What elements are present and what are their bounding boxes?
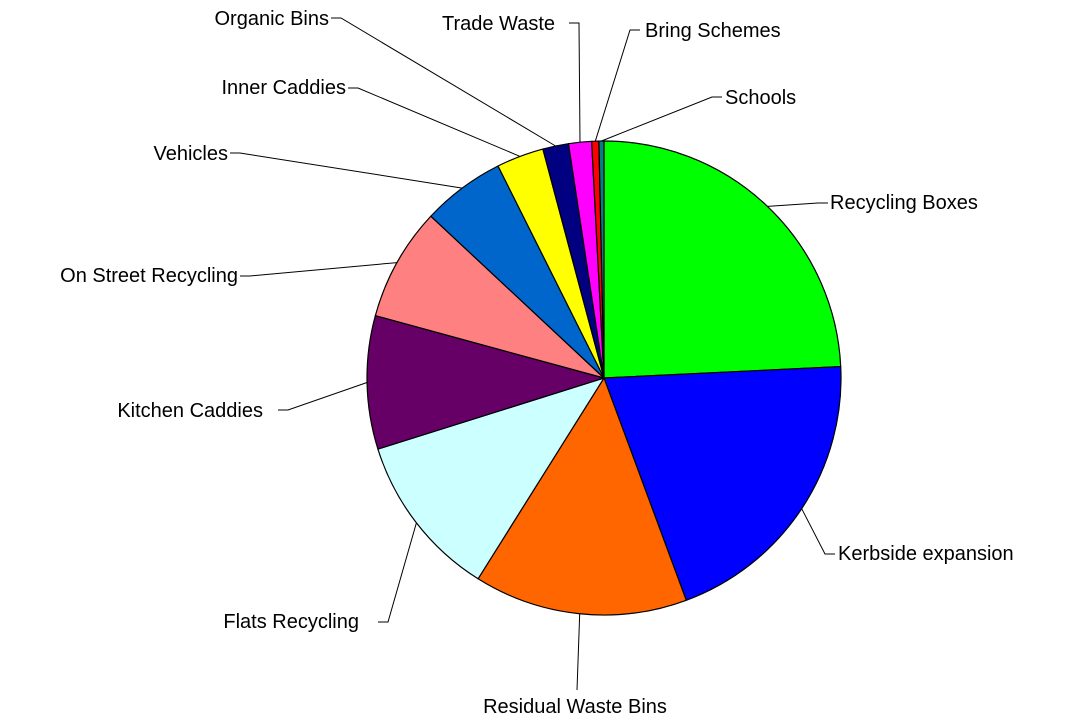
pie-slice-on-street-recycling: [374, 215, 605, 379]
pie-slice-kitchen-caddies: [366, 315, 605, 450]
slice-label-flats-recycling: Flats Recycling: [223, 611, 359, 633]
leader-line-inner-caddies: [348, 87, 521, 157]
leader-line-flats-recycling: [378, 522, 417, 623]
pie-slice-schools: [598, 140, 605, 379]
leader-line-residual-waste-bins: [576, 613, 581, 691]
slice-label-on-street-recycling: On Street Recycling: [60, 265, 238, 287]
slice-label-organic-bins: Organic Bins: [215, 8, 330, 30]
slice-label-vehicles: Vehicles: [154, 143, 229, 165]
leader-line-bring-schemes: [594, 29, 640, 142]
pie-slice-recycling-boxes: [603, 140, 842, 379]
leader-line-kitchen-caddies: [278, 382, 368, 411]
slice-label-kerbside-expansion: Kerbside expansion: [838, 543, 1014, 565]
leader-line-schools: [601, 96, 722, 142]
pie-slices: [366, 140, 842, 616]
slice-label-schools: Schools: [725, 87, 796, 109]
slice-label-trade-waste: Trade Waste: [442, 13, 555, 35]
slice-label-residual-waste-bins: Residual Waste Bins: [483, 696, 667, 718]
slice-labels: Recycling Boxes Kerbside expansion Residua…: [60, 8, 1014, 718]
leader-line-vehicles: [230, 152, 463, 189]
leader-line-recycling-boxes: [767, 202, 828, 207]
slice-label-bring-schemes: Bring Schemes: [645, 20, 781, 42]
pie-slice-kerbside-expansion: [603, 365, 842, 601]
leader-lines: [230, 17, 835, 691]
slice-label-kitchen-caddies: Kitchen Caddies: [117, 400, 263, 422]
leader-line-kerbside-expansion: [801, 508, 835, 555]
leader-line-organic-bins: [331, 17, 556, 147]
slice-label-inner-caddies: Inner Caddies: [221, 77, 346, 99]
pie-slice-flats-recycling: [377, 377, 605, 580]
pie-slice-residual-waste-bins: [477, 377, 687, 616]
leader-line-on-street-recycling: [240, 262, 398, 277]
slice-label-recycling-boxes: Recycling Boxes: [830, 192, 978, 214]
leader-line-trade-waste: [569, 22, 581, 143]
